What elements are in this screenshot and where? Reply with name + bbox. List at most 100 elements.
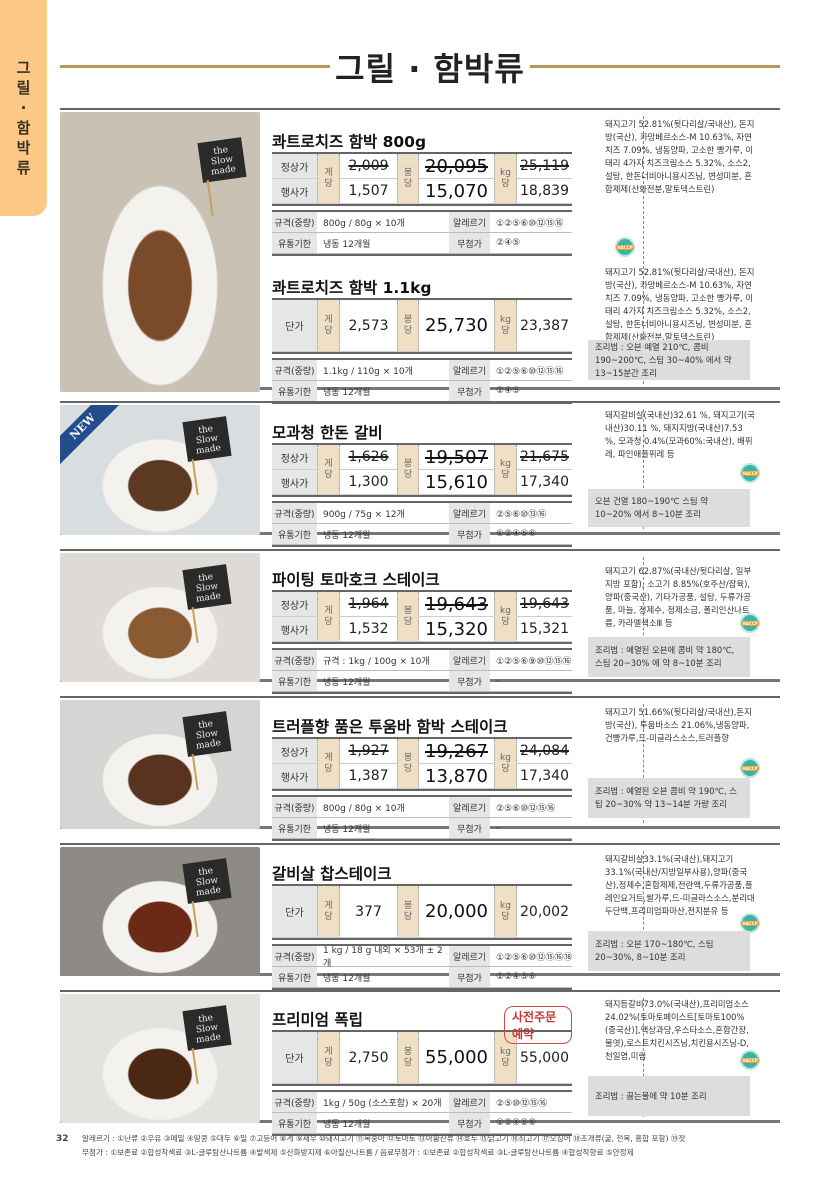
additive-free-label: 무첨가 — [449, 524, 490, 545]
column-divider — [643, 704, 644, 823]
cooking-instructions: 조리법 : 오븐 170~180℃, 스팀 20~30%, 8~10분 조리 — [588, 931, 750, 971]
unit-price-kg: 20,002 — [517, 886, 572, 938]
product-section: the Slow made 콰트로치즈 함박 800g 정상가 행사가 게 당 2,009 1,5… — [60, 108, 780, 404]
regular-price-label: 정상가 — [272, 445, 317, 470]
unit-text: kg — [500, 167, 511, 178]
event-price-piece: 1,387 — [340, 764, 397, 789]
slow-made-flag: the Slow made — [182, 1005, 232, 1051]
unit-price-kg: 23,387 — [517, 300, 572, 352]
column-divider — [643, 998, 644, 1117]
regular-price-pack: 19,267 — [419, 739, 494, 764]
additive-free-value: ①②④⑤⑥ — [490, 524, 572, 545]
shelf-life-value: 냉동 12개월 — [317, 381, 449, 402]
spec-label: 규격(중량) — [272, 797, 317, 818]
unit-text: 봉 — [403, 314, 413, 325]
unit-price-pack: 55,000 — [419, 1032, 494, 1084]
regular-price-pack: 20,095 — [419, 154, 494, 179]
slow-made-flag: the Slow made — [182, 416, 232, 462]
product-item: 파이팅 토마호크 스테이크 정상가 행사가 게 당 1,964 1,532 봉 당 19,643 1… — [272, 568, 572, 694]
product-name: 프리미엄 폭립 — [272, 1011, 363, 1029]
product-section: the Slow made 갈비살 찹스테이크 단가 게 당 377 봉 당 20,000 kg 당 20… — [60, 843, 780, 990]
spec-table: 규격(중량) 1 kg / 18 g 내외 × 53개 ± 2개 알레르기 ①②⑤⑥⑩… — [272, 944, 572, 990]
product-item: 프리미엄 폭립 사전주문 예약 단가 게 당 2,750 봉 당 55,000 kg 당 55,000… — [272, 1006, 572, 1136]
regular-price-piece: 1,927 — [340, 739, 397, 764]
ingredients-text: 돼지고기 62.87%(국내산/뒷다리살, 일부 지방 포함), 소고기 8.8… — [605, 566, 752, 628]
shelf-life-label: 유통기한 — [272, 381, 317, 402]
regular-price-pack: 19,507 — [419, 445, 494, 470]
unit-text: 당 — [403, 325, 413, 336]
regular-price-pack: 19,643 — [419, 592, 494, 617]
allergy-value: ②⑤⑥⑩⑬⑯ — [490, 503, 572, 524]
product-photo: the Slow made — [60, 847, 260, 976]
unit-text: 당 — [501, 911, 510, 922]
product-section: the Slow made NEW 모과청 한돈 갈비 정상가 행사가 게 당 1,626 1,30… — [60, 401, 780, 547]
column-divider — [643, 557, 644, 676]
price-table: 단가 게 당 377 봉 당 20,000 kg 당 20,002 — [272, 884, 572, 940]
spec-value: 1kg / 50g (소스포함) × 20개 — [317, 1092, 449, 1113]
allergy-label: 알레르기 — [449, 212, 490, 233]
unit-kg-label: kg 당 — [494, 592, 517, 642]
side-tab-char: 함 — [16, 119, 31, 137]
additive-free-label: 무첨가 — [449, 233, 490, 254]
unit-text: 당 — [501, 763, 510, 774]
spec-value: 1 kg / 18 g 내외 × 53개 ± 2개 — [317, 946, 449, 969]
regular-price-piece: 1,626 — [340, 445, 397, 470]
product-section: the Slow made 트러플향 품은 투움바 함박 스테이크 정상가 행사가 게 당 1,… — [60, 696, 780, 841]
spec-label: 규격(중량) — [272, 360, 317, 381]
unit-text: kg — [500, 605, 511, 616]
unit-text: kg — [500, 752, 511, 763]
event-price-kg: 17,340 — [517, 764, 572, 789]
spec-value: 900g / 75g × 12개 — [317, 503, 449, 524]
allergy-label: 알레르기 — [449, 503, 490, 524]
additive-free-label: 무첨가 — [449, 381, 490, 402]
footer-legend: 32 알레르기 : ①난류 ②우유 ③메밀 ④땅콩 ⑤대두 ⑥밀 ⑦고등어 ⑧게… — [56, 1132, 685, 1160]
price-table: 정상가 행사가 게 당 1,927 1,387 봉 당 19,267 13,870 kg 당 24,08… — [272, 737, 572, 791]
column-divider — [643, 409, 644, 529]
product-photo: the Slow made — [60, 112, 260, 392]
shelf-life-label: 유통기한 — [272, 818, 317, 839]
event-price-kg: 17,340 — [517, 470, 572, 495]
product-name: 콰트로치즈 함박 1.1kg — [272, 279, 432, 297]
unit-price-label: 단가 — [272, 1032, 317, 1084]
unit-text: 당 — [403, 178, 413, 189]
event-price-kg: 18,839 — [517, 179, 572, 204]
unit-text: 당 — [324, 616, 333, 627]
shelf-life-label: 유통기한 — [272, 524, 317, 545]
unit-price-kg: 55,000 — [517, 1032, 572, 1084]
spec-value: 800g / 80g × 10개 — [317, 797, 449, 818]
spec-label: 규격(중량) — [272, 212, 317, 233]
unit-text: 게 — [324, 605, 333, 616]
spec-table: 규격(중량) 1.1kg / 110g × 10개 알레르기 ①②⑤⑥⑩⑫⑮⑯ 유통기한… — [272, 358, 572, 404]
allergy-value: ①②⑤⑥⑩⑫⑮⑯ — [490, 212, 572, 233]
haccp-icon: HACCP — [740, 613, 760, 633]
unit-text: 당 — [324, 911, 333, 922]
shelf-life-value: 냉동 12개월 — [317, 1113, 449, 1134]
category-side-tab[interactable]: 그 릴 · 함 박 류 — [0, 0, 47, 216]
unit-text: 당 — [324, 178, 333, 189]
ingredients-text: 돼지갈비살(국내산)32.61 %, 돼지고기(국내산)30.11 %, 돼지지… — [605, 410, 755, 459]
preorder-badge[interactable]: 사전주문 예약 — [504, 1006, 572, 1044]
unit-text: 봉 — [403, 752, 413, 763]
event-price-label: 행사가 — [272, 179, 317, 204]
slow-made-flag: the Slow made — [197, 137, 247, 183]
unit-text: 당 — [403, 469, 413, 480]
allergy-label: 알레르기 — [449, 360, 490, 381]
shelf-life-value: 냉동 12개월 — [317, 818, 449, 839]
unit-text: 당 — [324, 469, 333, 480]
shelf-life-label: 유통기한 — [272, 1113, 317, 1134]
spec-value: 1.1kg / 110g × 10개 — [317, 360, 449, 381]
unit-text: 봉 — [403, 1046, 413, 1057]
spec-label: 규격(중량) — [272, 946, 317, 967]
event-price-pack: 15,610 — [419, 470, 494, 495]
unit-kg-label: kg 당 — [494, 739, 517, 789]
allergy-value: ①②⑤⑥⑩⑫⑮⑯⑱ — [490, 946, 572, 967]
shelf-life-label: 유통기한 — [272, 233, 317, 254]
ingredients-text: 돼지고기 52.81%(뒷다리살/국내산), 돈지방(국산), 카망베르소스-M… — [605, 119, 755, 194]
price-table: 정상가 행사가 게 당 1,626 1,300 봉 당 19,507 15,610 kg 당 21,67… — [272, 443, 572, 497]
unit-text: kg — [500, 1046, 511, 1057]
spec-value: 800g / 80g × 10개 — [317, 212, 449, 233]
unit-text: 당 — [403, 763, 413, 774]
unit-price-piece: 2,573 — [340, 300, 397, 352]
